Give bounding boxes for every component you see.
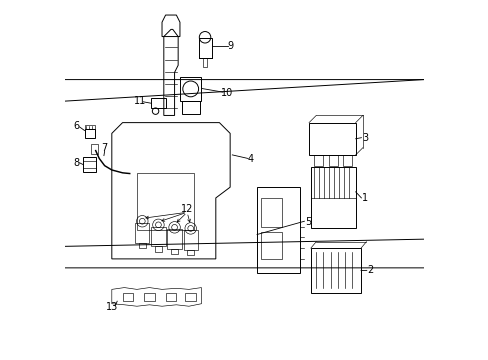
Bar xyxy=(139,243,145,248)
Bar xyxy=(144,293,155,301)
Text: 2: 2 xyxy=(366,265,373,275)
Bar xyxy=(135,223,149,243)
Text: 13: 13 xyxy=(105,302,118,312)
Bar xyxy=(183,230,198,250)
Bar xyxy=(185,293,196,301)
Bar xyxy=(91,144,98,154)
Bar xyxy=(84,129,94,138)
Bar xyxy=(343,155,351,166)
Text: 6: 6 xyxy=(74,121,80,131)
Bar xyxy=(151,226,165,246)
Bar xyxy=(328,155,337,166)
Bar xyxy=(310,248,360,293)
Text: 5: 5 xyxy=(304,217,310,227)
Bar xyxy=(260,198,282,226)
Text: 1: 1 xyxy=(361,193,367,203)
Text: 4: 4 xyxy=(247,154,253,164)
Text: 8: 8 xyxy=(74,158,80,168)
Bar xyxy=(83,157,96,172)
Bar xyxy=(171,249,178,254)
Bar xyxy=(203,58,207,67)
Bar xyxy=(198,39,211,58)
Bar xyxy=(260,232,282,259)
Bar xyxy=(180,77,201,101)
Bar xyxy=(314,155,323,166)
Text: 9: 9 xyxy=(227,41,233,50)
Bar xyxy=(310,167,355,228)
Text: 3: 3 xyxy=(361,133,367,143)
Bar xyxy=(122,293,133,301)
Bar xyxy=(187,250,194,255)
Bar xyxy=(151,98,165,108)
Text: 11: 11 xyxy=(133,96,145,106)
Bar xyxy=(165,293,176,301)
Bar xyxy=(257,187,300,273)
Bar xyxy=(167,229,182,249)
Bar xyxy=(155,246,162,252)
Bar xyxy=(182,101,199,114)
Text: 7: 7 xyxy=(102,143,107,153)
Text: 10: 10 xyxy=(221,88,233,98)
Text: 12: 12 xyxy=(181,204,193,215)
Bar xyxy=(308,123,355,155)
Bar xyxy=(84,125,94,129)
